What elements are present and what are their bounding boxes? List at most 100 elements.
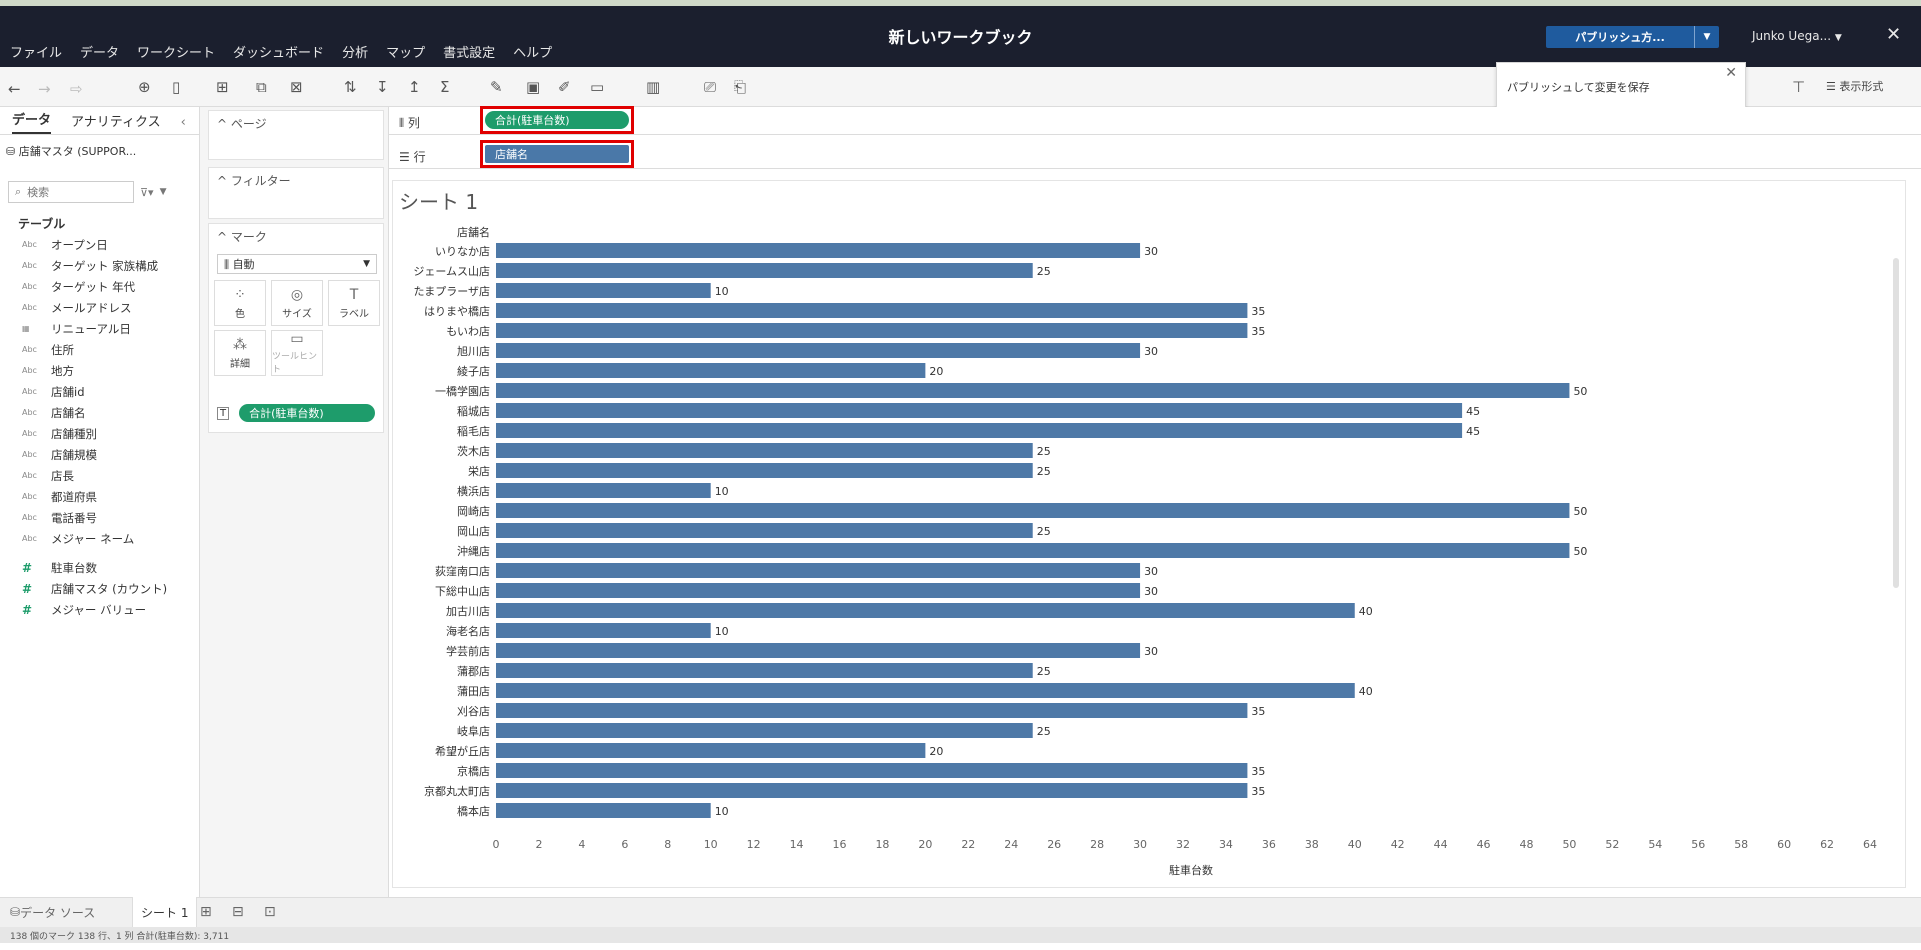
replay-icon[interactable]: ⇨ [70, 80, 83, 98]
menu-bar: ファイル データ ワークシート ダッシュボード 分析 マップ 書式設定 ヘルプ [10, 42, 552, 61]
field-name: ターゲット 家族構成 [51, 258, 159, 273]
format-icon[interactable]: ✐ [558, 78, 571, 96]
string-type-icon: Abc [22, 429, 37, 438]
presentation-icon[interactable]: ⎗ [734, 78, 747, 96]
field-item[interactable]: Abc ターゲット 家族構成 [0, 255, 199, 276]
size-button[interactable]: ◎ サイズ [271, 280, 323, 326]
totals-icon[interactable]: Σ [440, 78, 450, 96]
size-icon: ◎ [290, 286, 304, 303]
new-worksheet-icon[interactable]: ⊞ [216, 78, 229, 96]
user-name[interactable]: Junko Uega... [1752, 29, 1832, 43]
axis-fix-icon[interactable]: ▥ [646, 78, 661, 96]
filters-card[interactable]: ^ フィルター [208, 167, 384, 219]
new-sheet-icon[interactable]: ⊞ [200, 904, 212, 920]
duplicate-sheet-icon[interactable]: ⧉ [256, 78, 267, 96]
field-name: メールアドレス [51, 300, 132, 315]
show-me-button[interactable]: ☰ 表示形式 [1826, 78, 1883, 94]
menu-item[interactable]: 分析 [342, 46, 369, 61]
measure-item[interactable]: # 駐車台数 [0, 557, 199, 578]
menu-item[interactable]: マップ [386, 46, 426, 61]
menu-item[interactable]: 書式設定 [443, 46, 496, 61]
tab-data[interactable]: データ [12, 109, 52, 134]
tooltip-icon[interactable]: ⎚ [704, 78, 717, 96]
field-name: 電話番号 [51, 510, 97, 525]
datasource-tab[interactable]: ⛁ データ ソース [10, 897, 95, 927]
search-input[interactable]: ⌕ 検索 [8, 181, 134, 203]
tab-analytics[interactable]: アナリティクス [71, 115, 161, 130]
chevron-down-icon[interactable]: ▼ [1834, 33, 1842, 43]
marks-card[interactable]: ^ マーク ⫼ 自動 ▼ ⁘ 色 ◎ サイズ T ラベル ⁂ 詳細 ▭ ツールヒント T 合… [208, 223, 384, 433]
menu-item[interactable]: ダッシュボード [233, 46, 325, 61]
user-menu[interactable]: Junko Uega... ▼ [1752, 29, 1842, 43]
columns-pill[interactable]: 合計(駐車台数) [485, 111, 629, 129]
measure-item[interactable]: # 店舗マスタ (カウント) [0, 578, 199, 599]
menu-item[interactable]: データ [80, 46, 120, 61]
filter-icon[interactable]: ⊽▾ [140, 185, 154, 199]
rows-shelf: ☰ 行 [389, 141, 1921, 169]
field-item[interactable]: Abc 店長 [0, 465, 199, 486]
chevron-down-icon[interactable]: ▼ [1703, 32, 1711, 42]
label-icon: T [349, 286, 359, 303]
pages-card[interactable]: ^ ページ [208, 110, 384, 160]
menu-item[interactable]: ファイル [10, 46, 63, 61]
undo-icon[interactable]: ← [8, 80, 21, 98]
field-item[interactable]: Abc 店舗種別 [0, 423, 199, 444]
field-item[interactable]: Abc メールアドレス [0, 297, 199, 318]
label-button[interactable]: T ラベル [328, 280, 380, 326]
new-dashboard-icon[interactable]: ⊟ [232, 904, 244, 920]
sort-ascending-icon[interactable]: ↧ [376, 78, 389, 96]
close-icon[interactable]: ✕ [1725, 65, 1737, 81]
field-item[interactable]: Abc オープン日 [0, 234, 199, 255]
color-button[interactable]: ⁘ 色 [214, 280, 266, 326]
field-item[interactable]: Abc 都道府県 [0, 486, 199, 507]
scrollbar[interactable] [1893, 258, 1899, 588]
top-strip [0, 0, 1921, 6]
clear-sheet-icon[interactable]: ⊠ [290, 78, 303, 96]
detail-button[interactable]: ⁂ 詳細 [214, 330, 266, 376]
field-item[interactable]: Abc 住所 [0, 339, 199, 360]
chevron-down-icon[interactable]: ▼ [159, 187, 167, 197]
mark-pill[interactable]: 合計(駐車台数) [239, 404, 376, 422]
field-item[interactable]: Abc 地方 [0, 360, 199, 381]
field-item[interactable]: ▦ リニューアル日 [0, 318, 199, 339]
tooltip-label: ツールヒント [272, 352, 318, 375]
measure-item[interactable]: # メジャー バリュー [0, 599, 199, 620]
fit-icon[interactable]: ▭ [590, 78, 605, 96]
datasource-name: 店舗マスタ (SUPPOR... [18, 145, 137, 158]
columns-shelf: ⫴ 列 [389, 107, 1921, 135]
highlight-icon[interactable]: ✎ [490, 78, 503, 96]
pause-updates-icon[interactable]: ▯ [172, 78, 181, 96]
field-item[interactable]: Abc 店舗id [0, 381, 199, 402]
mark-type-dropdown[interactable]: ⫼ 自動 ▼ [217, 254, 377, 274]
sort-descending-icon[interactable]: ↥ [408, 78, 421, 96]
close-icon[interactable]: ✕ [1886, 24, 1902, 45]
labels-icon[interactable]: ▣ [526, 78, 541, 96]
field-item[interactable]: Abc 店舗規模 [0, 444, 199, 465]
tooltip-button[interactable]: ▭ ツールヒント [271, 330, 323, 376]
menu-item[interactable]: ヘルプ [513, 46, 553, 61]
pin-icon[interactable]: ⊤ [1792, 78, 1806, 96]
viz-area [392, 180, 1906, 888]
new-story-icon[interactable]: ⊡ [264, 904, 276, 920]
collapse-icon[interactable]: ‹ [180, 115, 186, 130]
swap-icon[interactable]: ⇅ [344, 78, 357, 96]
publish-tooltip: パブリッシュして変更を保存 ✕ [1496, 62, 1746, 108]
field-name: 店舗名 [51, 405, 86, 420]
menu-item[interactable]: ワークシート [137, 46, 216, 61]
publish-button[interactable]: パブリッシュ方... ▼ [1546, 26, 1719, 48]
publish-button-label[interactable]: パブリッシュ方... [1546, 26, 1695, 48]
sheet-tab[interactable]: シート 1 [132, 897, 198, 927]
mark-pill-row: T 合計(駐車台数) [217, 404, 376, 422]
field-item[interactable]: Abc 電話番号 [0, 507, 199, 528]
mark-type-value: 自動 [232, 258, 255, 271]
rows-pill[interactable]: 店舗名 [485, 145, 629, 163]
datasource-item[interactable]: ⛁ 店舗マスタ (SUPPOR... [0, 135, 199, 167]
new-datasource-icon[interactable]: ⊕ [138, 78, 151, 96]
field-item[interactable]: Abc 店舗名 [0, 402, 199, 423]
text-icon: T [217, 406, 230, 420]
field-item[interactable]: Abc ターゲット 年代 [0, 276, 199, 297]
redo-icon[interactable]: → [38, 80, 51, 98]
status-text: 138 個のマーク 138 行、1 列 合計(駐車台数): 3,711 [10, 931, 230, 942]
field-item[interactable]: Abc メジャー ネーム [0, 528, 199, 549]
search-placeholder: 検索 [27, 186, 50, 199]
